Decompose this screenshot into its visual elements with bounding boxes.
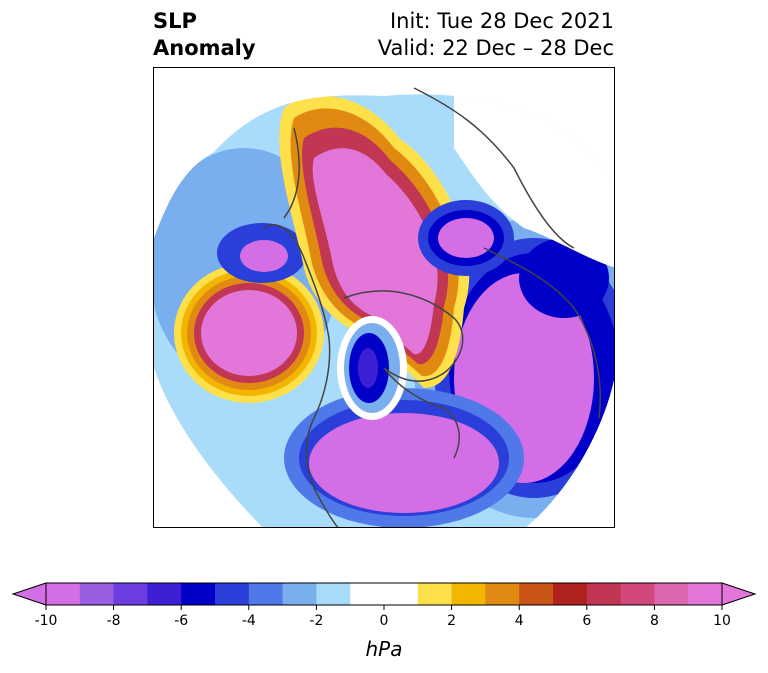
colorbar-swatch bbox=[586, 583, 622, 605]
colorbar-swatch bbox=[384, 583, 419, 605]
slp-anomaly-map bbox=[154, 87, 614, 527]
coastlines bbox=[263, 87, 602, 527]
colorbar-swatch bbox=[215, 583, 250, 605]
colorbar-tick-label: 0 bbox=[380, 613, 389, 629]
map-panel bbox=[153, 67, 615, 528]
colorbar-tick-label: 6 bbox=[582, 613, 591, 629]
colorbar-tick-label: -4 bbox=[242, 613, 256, 629]
colorbar-swatch bbox=[79, 583, 115, 605]
map-title: SLP Anomaly bbox=[153, 8, 256, 62]
colorbar-swatch bbox=[451, 583, 486, 605]
colorbar-swatch bbox=[316, 583, 351, 605]
valid-range: Valid: 22 Dec – 28 Dec bbox=[377, 36, 614, 60]
colorbar-swatch bbox=[282, 583, 317, 605]
colorbar-swatch bbox=[46, 583, 81, 605]
colorbar-swatch bbox=[147, 583, 182, 605]
colorbar-swatch bbox=[654, 583, 689, 605]
colorbar-tick-label: 10 bbox=[713, 613, 731, 629]
colorbar-swatch bbox=[248, 583, 284, 605]
colorbar-swatch bbox=[417, 583, 453, 605]
colorbar-swatch bbox=[688, 583, 723, 605]
colorbar-tick-label: 8 bbox=[650, 613, 659, 629]
colorbar-tick-label: 2 bbox=[447, 613, 456, 629]
title-variable: SLP bbox=[153, 9, 197, 33]
colorbar-extend-min bbox=[11, 582, 47, 606]
colorbar: -10 -8 -6 -4 -2 0 2 4 6 8 10 hPa bbox=[11, 582, 757, 661]
colorbar-unit: hPa bbox=[366, 637, 403, 661]
colorbar-swatch bbox=[350, 583, 385, 605]
title-subtitle: Anomaly bbox=[153, 36, 256, 60]
colorbar-tick-label: 4 bbox=[515, 613, 524, 629]
colorbar-tick-label: -6 bbox=[174, 613, 188, 629]
colorbar-tick-label: -2 bbox=[309, 613, 323, 629]
colorbar-swatch bbox=[620, 583, 655, 605]
colorbar-tick-label: -10 bbox=[35, 613, 58, 629]
colorbar-swatch bbox=[113, 583, 148, 605]
colorbar-swatch bbox=[485, 583, 520, 605]
colorbar-swatches bbox=[11, 582, 757, 606]
colorbar-swatch bbox=[519, 583, 554, 605]
colorbar-swatch bbox=[553, 583, 588, 605]
anomaly-field bbox=[154, 94, 614, 527]
init-date: Init: Tue 28 Dec 2021 bbox=[389, 9, 614, 33]
colorbar-swatch bbox=[181, 583, 216, 605]
map-dates: Init: Tue 28 Dec 2021 Valid: 22 Dec – 28… bbox=[378, 8, 614, 62]
colorbar-ticks: -10 -8 -6 -4 -2 0 2 4 6 8 10 bbox=[35, 605, 731, 629]
colorbar-tick-label: -8 bbox=[107, 613, 121, 629]
colorbar-extend-max bbox=[721, 582, 757, 606]
